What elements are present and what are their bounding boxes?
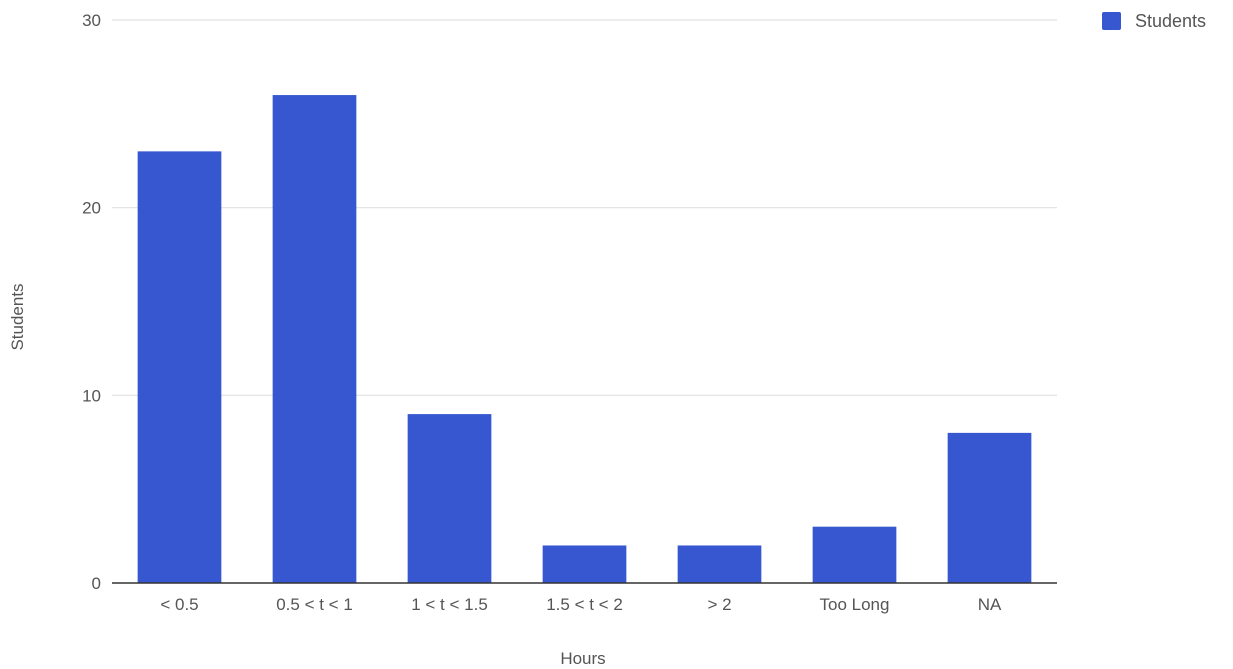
bar xyxy=(812,526,897,583)
bars xyxy=(137,95,1032,584)
y-tick-labels: 0 10 20 30 xyxy=(82,11,101,593)
y-tick-label: 20 xyxy=(82,199,101,218)
x-tick-label: 0.5 < t < 1 xyxy=(276,595,353,614)
y-tick-label: 0 xyxy=(92,574,101,593)
gridlines xyxy=(112,19,1057,396)
bar xyxy=(947,432,1032,583)
x-axis-title: Hours xyxy=(560,649,605,668)
y-tick-label: 30 xyxy=(82,11,101,30)
legend: Students xyxy=(1102,11,1206,31)
bar xyxy=(677,545,762,583)
x-tick-label: > 2 xyxy=(707,595,731,614)
legend-label: Students xyxy=(1135,11,1206,31)
x-tick-label: < 0.5 xyxy=(160,595,198,614)
legend-swatch xyxy=(1102,12,1121,30)
y-axis-title: Students xyxy=(8,283,27,350)
y-tick-label: 10 xyxy=(82,386,101,405)
bar xyxy=(272,95,357,584)
bar xyxy=(137,151,222,583)
bar xyxy=(542,545,627,583)
x-tick-label: 1 < t < 1.5 xyxy=(411,595,488,614)
x-tick-label: Too Long xyxy=(820,595,890,614)
x-tick-label: NA xyxy=(978,595,1002,614)
x-tick-labels: < 0.5 0.5 < t < 1 1 < t < 1.5 1.5 < t < 2 > … xyxy=(160,595,1002,614)
bar xyxy=(407,414,492,583)
x-tick-label: 1.5 < t < 2 xyxy=(546,595,623,614)
